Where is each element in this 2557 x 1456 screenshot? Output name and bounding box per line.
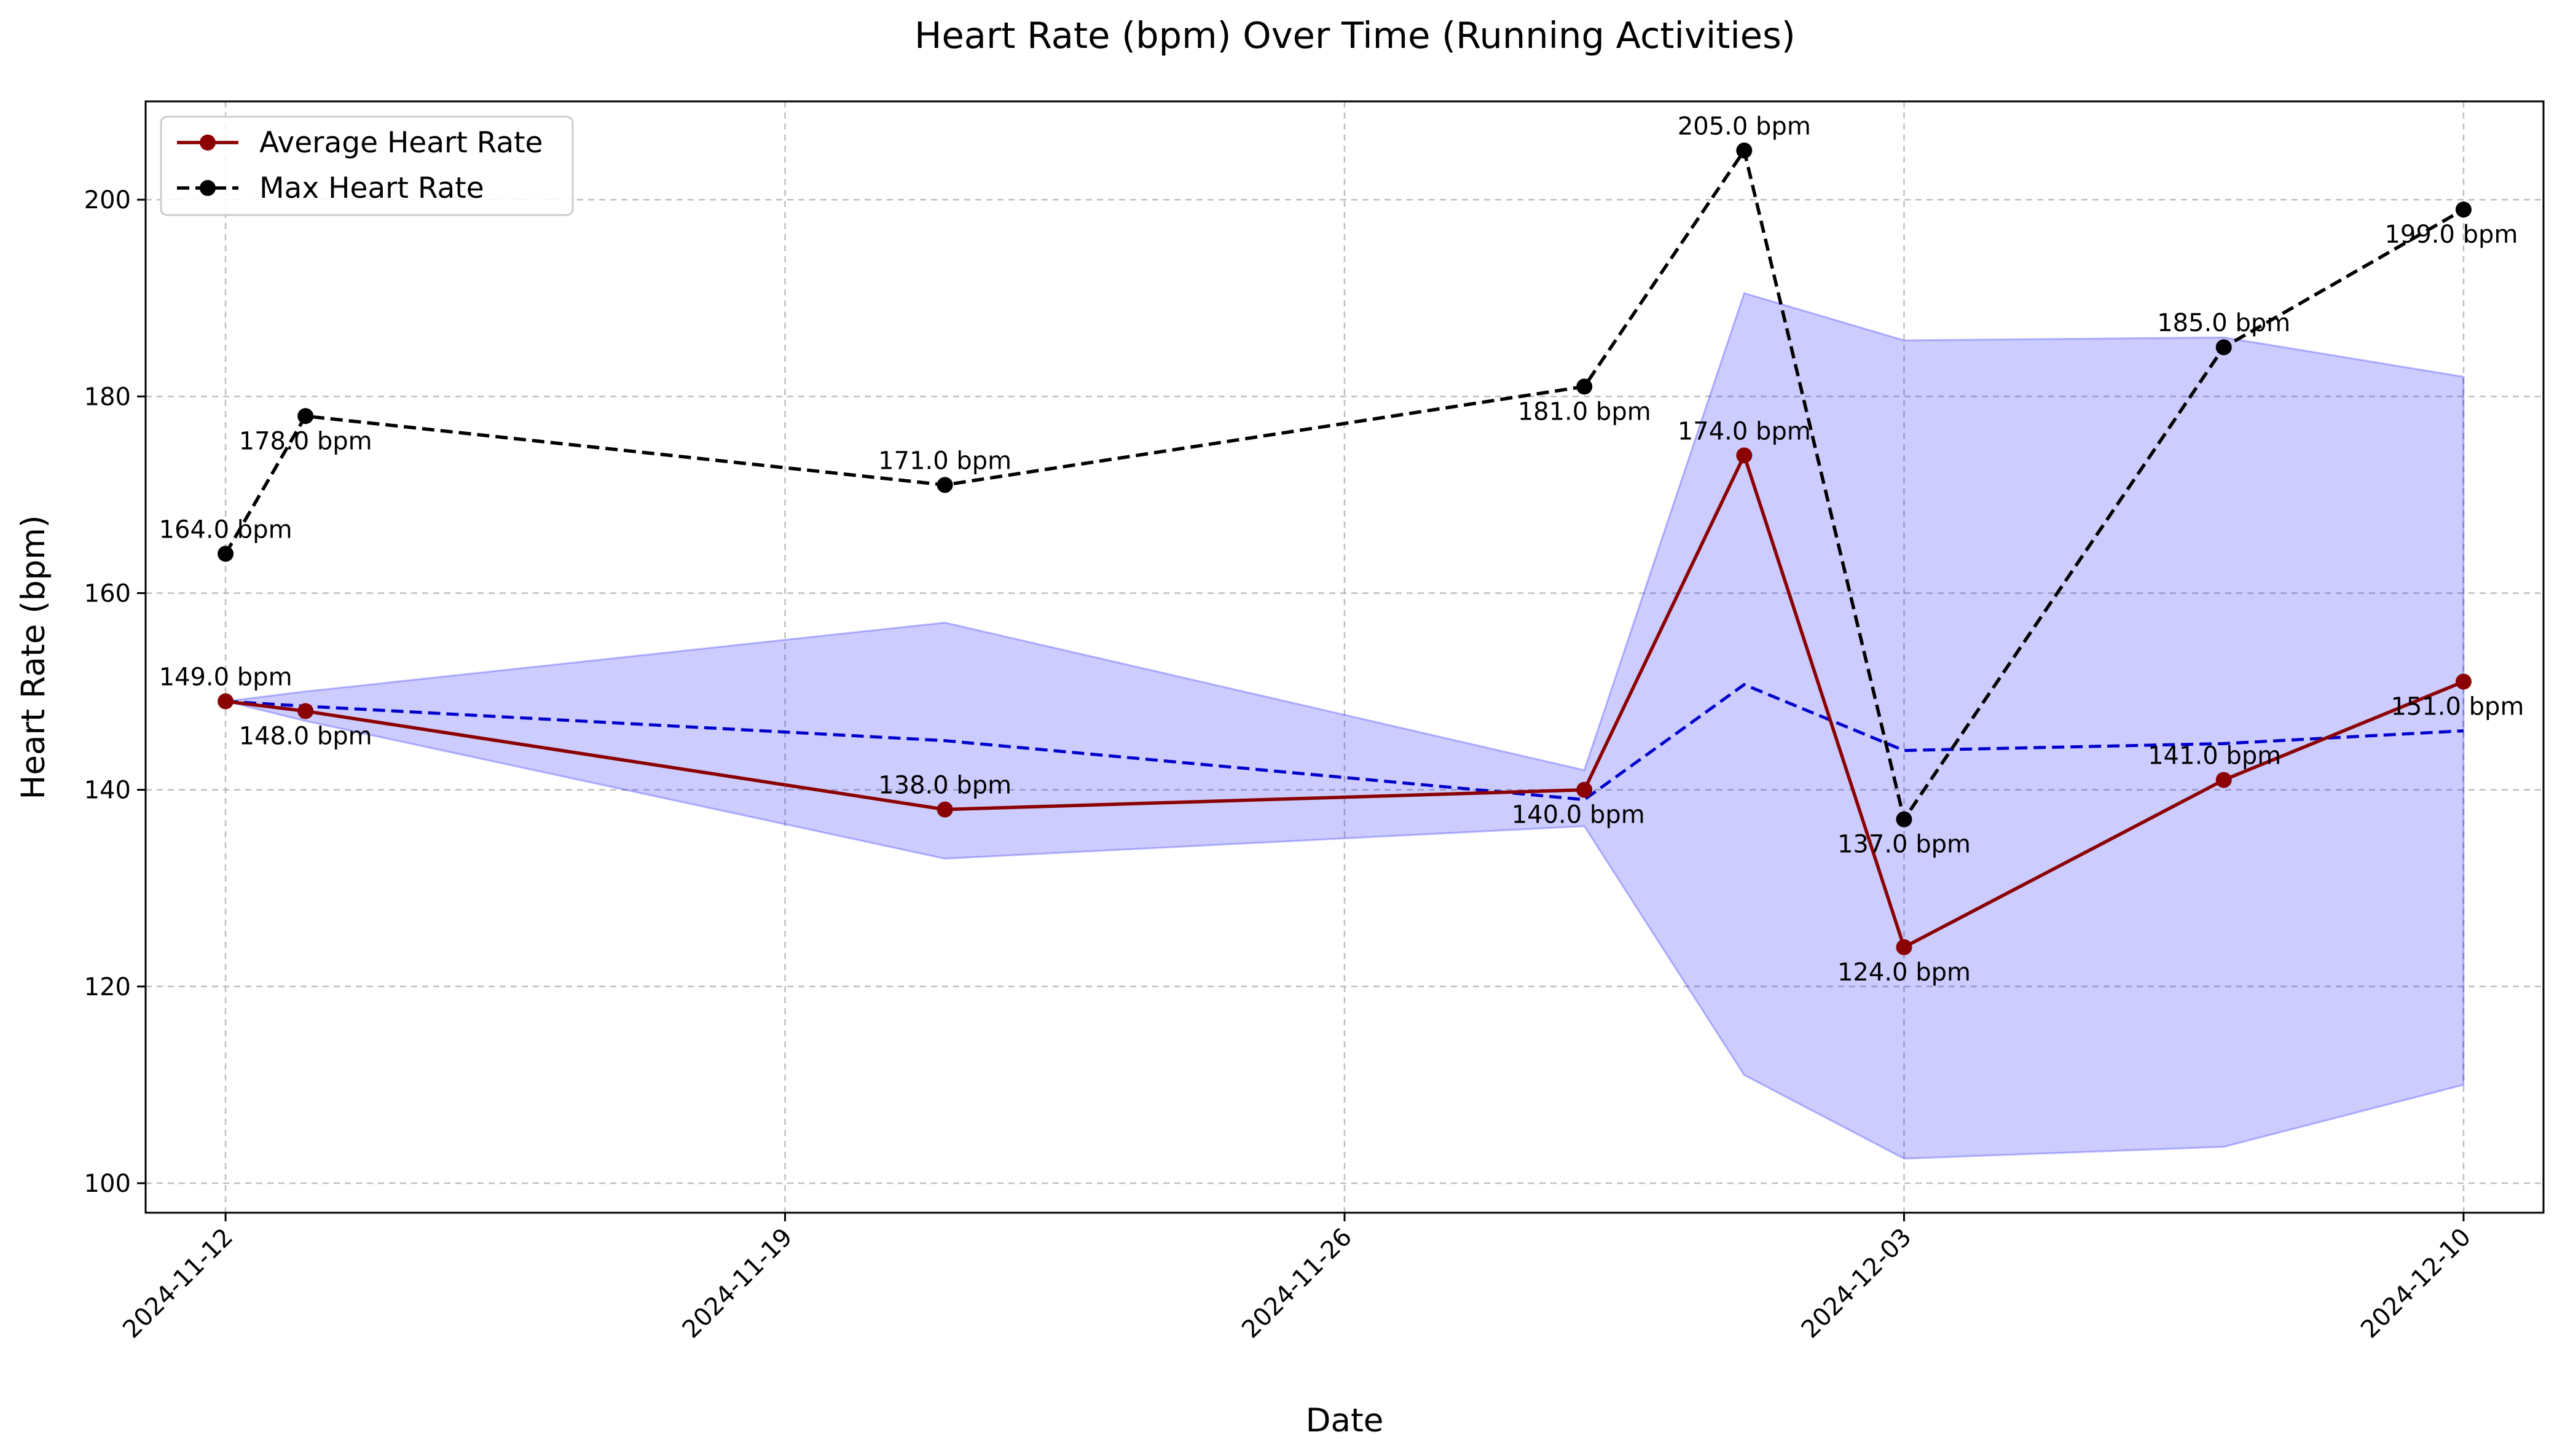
average-heart-rate-point — [1896, 939, 1912, 955]
legend: Average Heart Rate Max Heart Rate — [160, 115, 574, 216]
average-heart-rate-label: 141.0 bpm — [2148, 742, 2281, 770]
average-heart-rate-line — [225, 450, 2464, 950]
average-heart-rate-point — [218, 693, 234, 710]
average-heart-rate-label: 151.0 bpm — [2390, 693, 2524, 721]
max-heart-rate-label: 178.0 bpm — [239, 427, 372, 455]
max-heart-rate-point — [218, 546, 234, 562]
max-heart-rate-line — [224, 146, 2465, 824]
x-tick-label: 2024-12-03 — [1796, 1223, 1917, 1344]
max-heart-rate-label: 137.0 bpm — [1837, 831, 1971, 859]
legend-entry: Max Heart Rate — [259, 171, 484, 205]
average-heart-rate-label: 148.0 bpm — [239, 722, 372, 751]
average-heart-rate-label: 174.0 bpm — [1678, 417, 1811, 445]
max-heart-rate-point — [2215, 339, 2232, 356]
max-heart-rate-label: 199.0 bpm — [2384, 221, 2518, 249]
average-heart-rate-point — [2455, 673, 2472, 690]
max-heart-rate-point — [1896, 811, 1912, 828]
max-heart-rate-point — [1576, 378, 1593, 395]
data-labels: 149.0 bpm 148.0 bpm 138.0 bpm 140.0 bpm 174.… — [159, 112, 2524, 987]
y-tick-label: 140 — [84, 777, 131, 805]
y-axis-label: Heart Rate (bpm) — [15, 515, 52, 800]
max-heart-rate-point — [937, 477, 953, 493]
x-tick-label: 2024-12-10 — [2355, 1223, 2476, 1344]
y-tick-label: 120 — [84, 973, 131, 1001]
max-heart-rate-label: 185.0 bpm — [2157, 309, 2290, 337]
max-heart-rate-point — [297, 408, 314, 425]
y-axis-ticks: 100 120 140 160 180 200 — [84, 186, 146, 1198]
average-heart-rate-point — [297, 703, 314, 719]
max-heart-rate-label: 205.0 bpm — [1678, 112, 1811, 141]
average-heart-rate-legend-marker — [200, 135, 216, 151]
legend-entry: Average Heart Rate — [259, 126, 543, 160]
x-tick-label: 2024-11-19 — [677, 1223, 798, 1344]
x-axis-ticks: 2024-11-12 2024-11-19 2024-11-26 2024-12-03… — [117, 1213, 2476, 1344]
x-axis-label: Date — [1306, 1402, 1384, 1439]
average-heart-rate-point — [1736, 447, 1753, 464]
max-heart-rate-label: 181.0 bpm — [1518, 397, 1651, 426]
y-tick-label: 160 — [84, 579, 131, 608]
trend-line — [225, 683, 2464, 802]
x-tick-label: 2024-11-26 — [1236, 1223, 1357, 1344]
average-heart-rate-label: 149.0 bpm — [159, 663, 293, 692]
average-heart-rate-point — [1576, 781, 1593, 798]
average-heart-rate-point — [2215, 772, 2232, 788]
data-points — [218, 143, 2472, 955]
max-heart-rate-point — [1736, 143, 1753, 159]
max-heart-rate-legend-marker — [200, 180, 216, 196]
y-tick-label: 200 — [84, 186, 131, 214]
average-heart-rate-label: 124.0 bpm — [1837, 958, 1971, 987]
max-heart-rate-label: 164.0 bpm — [159, 515, 293, 544]
average-heart-rate-label: 140.0 bpm — [1512, 801, 1645, 829]
max-heart-rate-point — [2455, 202, 2472, 218]
legend-box — [160, 115, 574, 216]
series-lines — [224, 146, 2465, 950]
max-heart-rate-label: 171.0 bpm — [878, 447, 1011, 475]
average-heart-rate-label: 138.0 bpm — [878, 772, 1011, 800]
average-heart-rate-point — [937, 801, 953, 818]
y-tick-label: 100 — [84, 1170, 131, 1198]
y-tick-label: 180 — [84, 383, 131, 411]
chart-title: Heart Rate (bpm) Over Time (Running Acti… — [914, 14, 1796, 57]
x-tick-label: 2024-11-12 — [117, 1223, 238, 1344]
